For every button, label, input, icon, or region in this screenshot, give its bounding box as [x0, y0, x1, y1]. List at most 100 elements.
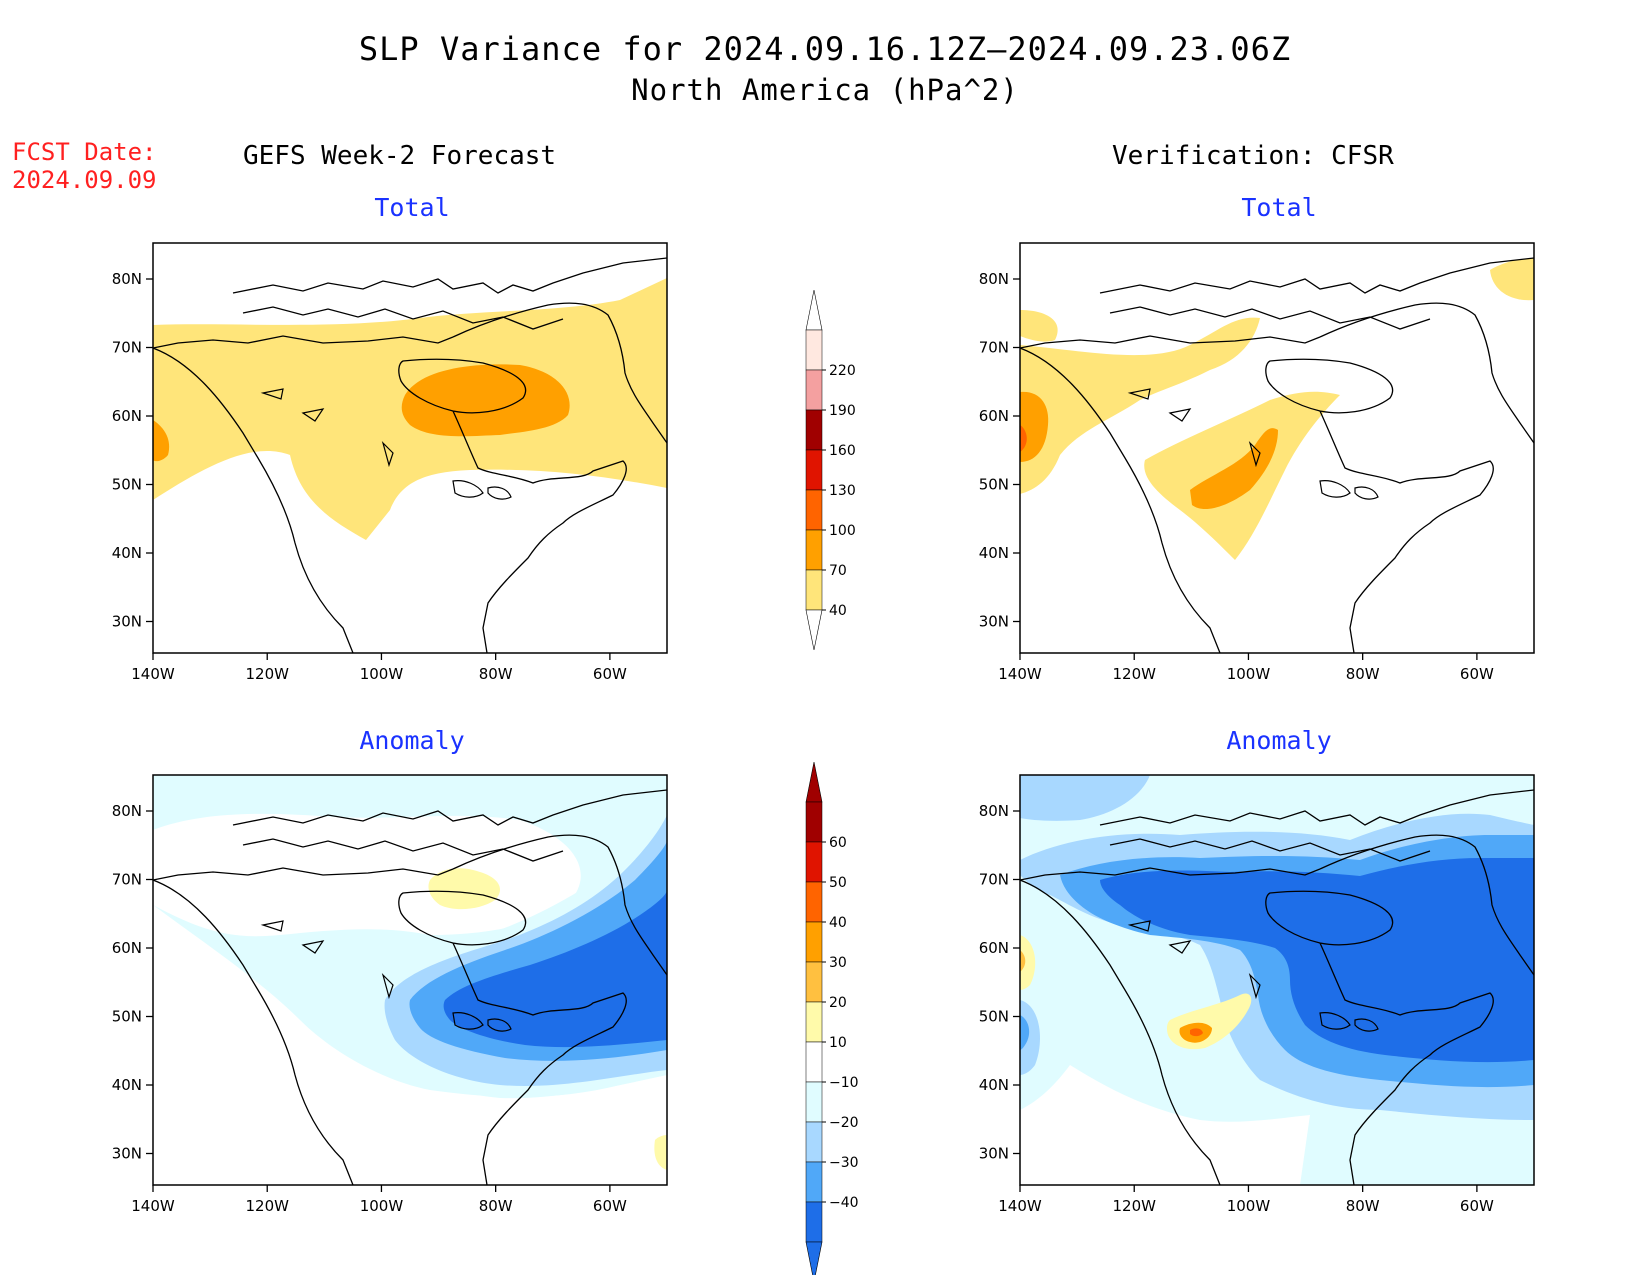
lat-tick-label: 80N: [979, 802, 1009, 820]
lon-tick-label: 100W: [1227, 1197, 1271, 1215]
lat-tick-label: 60N: [112, 407, 142, 425]
right-column-title: Verification: CFSR: [1112, 141, 1394, 171]
contour-below-neg40: [443, 890, 667, 1048]
colorbar-swatch: [805, 841, 823, 883]
lat-tick-label: 50N: [979, 476, 1009, 494]
colorbar-label: 30: [829, 955, 847, 971]
main-title: SLP Variance for 2024.09.16.12Z–2024.09.…: [358, 30, 1292, 68]
near-zero-south: [153, 905, 667, 1185]
contour-below-neg40: [1100, 858, 1534, 1063]
lat-tick-label: 60N: [112, 939, 142, 957]
colorbar-swatch: [805, 801, 823, 843]
panel-bl-title: Anomaly: [359, 726, 465, 755]
frame-bl: [152, 774, 668, 1186]
map-cfsr-anomaly: [1020, 775, 1534, 1185]
lon-tick-label: 80W: [1346, 665, 1380, 683]
lat-tick-label: 30N: [979, 1145, 1009, 1163]
contour-70-100-a: [1020, 391, 1049, 462]
colorbar-label: −10: [829, 1075, 859, 1091]
colorbar-swatch: [805, 1201, 823, 1243]
colorbars: 220 190 160 130 100 70 40 60 50 40 30 20 10 −10 −20 −30…: [805, 289, 859, 1275]
contour-neg30-west: [1020, 1015, 1030, 1050]
colorbar-swatch: [805, 569, 823, 611]
colorbar-label: 190: [829, 403, 856, 419]
colorbar-label: 40: [829, 603, 847, 619]
lat-tick-label: 70N: [979, 871, 1009, 889]
colorbar-swatch: [805, 449, 823, 491]
lat-tick-label: 60N: [979, 939, 1009, 957]
colorbar-label: −40: [829, 1195, 859, 1211]
lat-tick-label: 80N: [112, 802, 142, 820]
lat-tick-label: 40N: [112, 544, 142, 562]
lon-tick-label: 60W: [1460, 665, 1494, 683]
lon-tick-label: 100W: [360, 665, 404, 683]
lon-tick-label: 120W: [1112, 1197, 1156, 1215]
colorbar-label: −20: [829, 1115, 859, 1131]
lon-tick-label: 80W: [479, 1197, 513, 1215]
axes-layer: 140W 120W 100W 80W 60W 80N 70N 60N 50N 40N 30N 140W…: [112, 270, 1494, 1215]
panel-br-title: Anomaly: [1226, 726, 1332, 755]
colorbar-label: 50: [829, 875, 847, 891]
lat-tick-label: 80N: [979, 270, 1009, 288]
contour-20-30-west: [1020, 950, 1026, 972]
colorbar-label: 20: [829, 995, 847, 1011]
lon-tick-label: 140W: [131, 1197, 175, 1215]
colorbar-top-arrow: [805, 289, 823, 331]
colorbar-label: 40: [829, 915, 847, 931]
contour-40-70-a: [1020, 310, 1058, 342]
contour-30-40-center: [1190, 1028, 1203, 1037]
colorbar-swatch: [805, 529, 823, 571]
fcst-date: 2024.09.09: [12, 166, 157, 194]
near-zero-south: [1020, 1065, 1310, 1185]
lon-tick-label: 80W: [479, 665, 513, 683]
colorbar-swatch: [805, 961, 823, 1003]
colorbar-swatch: [805, 1081, 823, 1123]
map-gefs-total: [153, 243, 667, 653]
panel-tr-title: Total: [1241, 193, 1317, 222]
lon-tick-label: 60W: [1460, 1197, 1494, 1215]
lon-tick-label: 140W: [998, 1197, 1042, 1215]
colorbar-swatch: [805, 369, 823, 411]
frame-tl: [152, 242, 668, 654]
lat-tick-label: 80N: [112, 270, 142, 288]
contour-70-100: [401, 364, 570, 437]
colorbar-top-arrow: [805, 761, 823, 803]
colorbar-swatch: [805, 1001, 823, 1043]
left-column-title: GEFS Week-2 Forecast: [243, 141, 557, 171]
main-subtitle: North America (hPa^2): [631, 73, 1019, 107]
colorbar-label: 10: [829, 1035, 847, 1051]
lat-tick-label: 50N: [112, 1008, 142, 1026]
lat-tick-label: 30N: [112, 613, 142, 631]
colorbar-label: 70: [829, 563, 847, 579]
contour-10-20-west: [1020, 935, 1036, 990]
contour-40-70-d: [1490, 258, 1534, 301]
colorbar-bottom-arrow: [805, 609, 823, 651]
contour-neg20-west: [1020, 1000, 1040, 1075]
lat-tick-label: 30N: [979, 613, 1009, 631]
colorbar-swatch: [805, 1041, 823, 1083]
contour-neg20-nw: [1020, 775, 1150, 821]
contour-100-130: [1020, 425, 1027, 452]
lat-tick-label: 70N: [112, 871, 142, 889]
colorbar-label: −30: [829, 1155, 859, 1171]
contour-40-70-b: [1020, 317, 1260, 494]
near-zero-region: [153, 813, 581, 937]
panel-tl-title: Total: [374, 193, 450, 222]
colorbar-swatch: [805, 921, 823, 963]
colorbar-bottom-arrow: [805, 1241, 823, 1275]
lat-tick-label: 30N: [112, 1145, 142, 1163]
contour-10-20-sw: [654, 1135, 667, 1170]
colorbar-label: 60: [829, 835, 847, 851]
colorbar-swatch: [805, 489, 823, 531]
lon-tick-label: 100W: [1227, 665, 1271, 683]
lat-tick-label: 70N: [979, 339, 1009, 357]
colorbar-label: 220: [829, 363, 856, 379]
lat-tick-label: 40N: [112, 1076, 142, 1094]
colorbar-label: 160: [829, 443, 856, 459]
lat-tick-label: 60N: [979, 407, 1009, 425]
colorbar-label: 100: [829, 523, 856, 539]
frame-tr: [1019, 242, 1535, 654]
contour-10-20: [428, 868, 500, 910]
fcst-date-block: FCST Date: 2024.09.09: [12, 138, 157, 194]
